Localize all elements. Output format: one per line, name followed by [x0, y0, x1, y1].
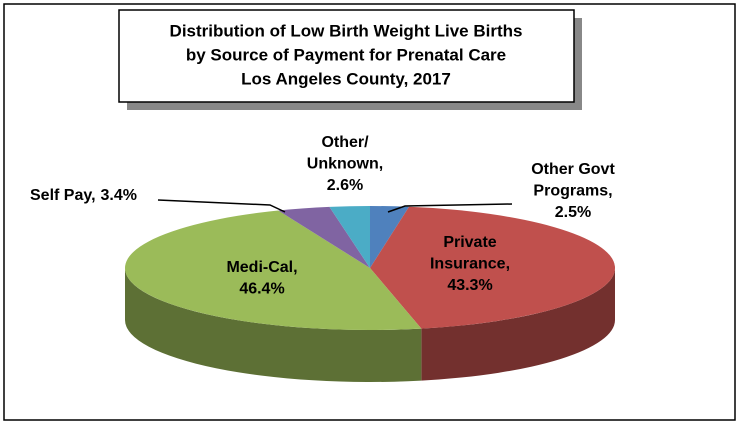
category-label: Other Govt	[531, 161, 615, 178]
category-label: Programs,	[533, 183, 612, 200]
slice	[278, 206, 370, 268]
value-label: 43.3%	[447, 277, 492, 294]
leader-line	[387, 203, 513, 213]
value-label: 3.4%	[101, 187, 137, 204]
value-label: 2.5%	[555, 204, 591, 221]
slice	[329, 206, 370, 268]
title-line: Distribution of Low Birth Weight Live Bi…	[170, 21, 523, 40]
value-label: 46.4%	[239, 281, 284, 298]
value-label: 2.6%	[327, 177, 363, 194]
slice-side	[421, 268, 615, 381]
leader-line	[157, 199, 286, 213]
title-box	[118, 9, 575, 103]
data-label: Self Pay, 3.4%	[30, 187, 137, 204]
category-label: Medi-Cal,	[226, 259, 297, 276]
slice	[370, 206, 616, 329]
title-line: by Source of Payment for Prenatal Care	[186, 45, 506, 64]
slice	[370, 206, 410, 268]
category-label: Self Pay,	[30, 187, 96, 204]
slice	[125, 210, 422, 330]
category-label: Other/	[321, 134, 369, 151]
category-label: Private	[443, 234, 496, 251]
title-line: Los Angeles County, 2017	[241, 69, 451, 88]
category-label: Unknown,	[307, 156, 383, 173]
category-label: Insurance,	[430, 256, 510, 273]
slice-side	[125, 268, 422, 382]
